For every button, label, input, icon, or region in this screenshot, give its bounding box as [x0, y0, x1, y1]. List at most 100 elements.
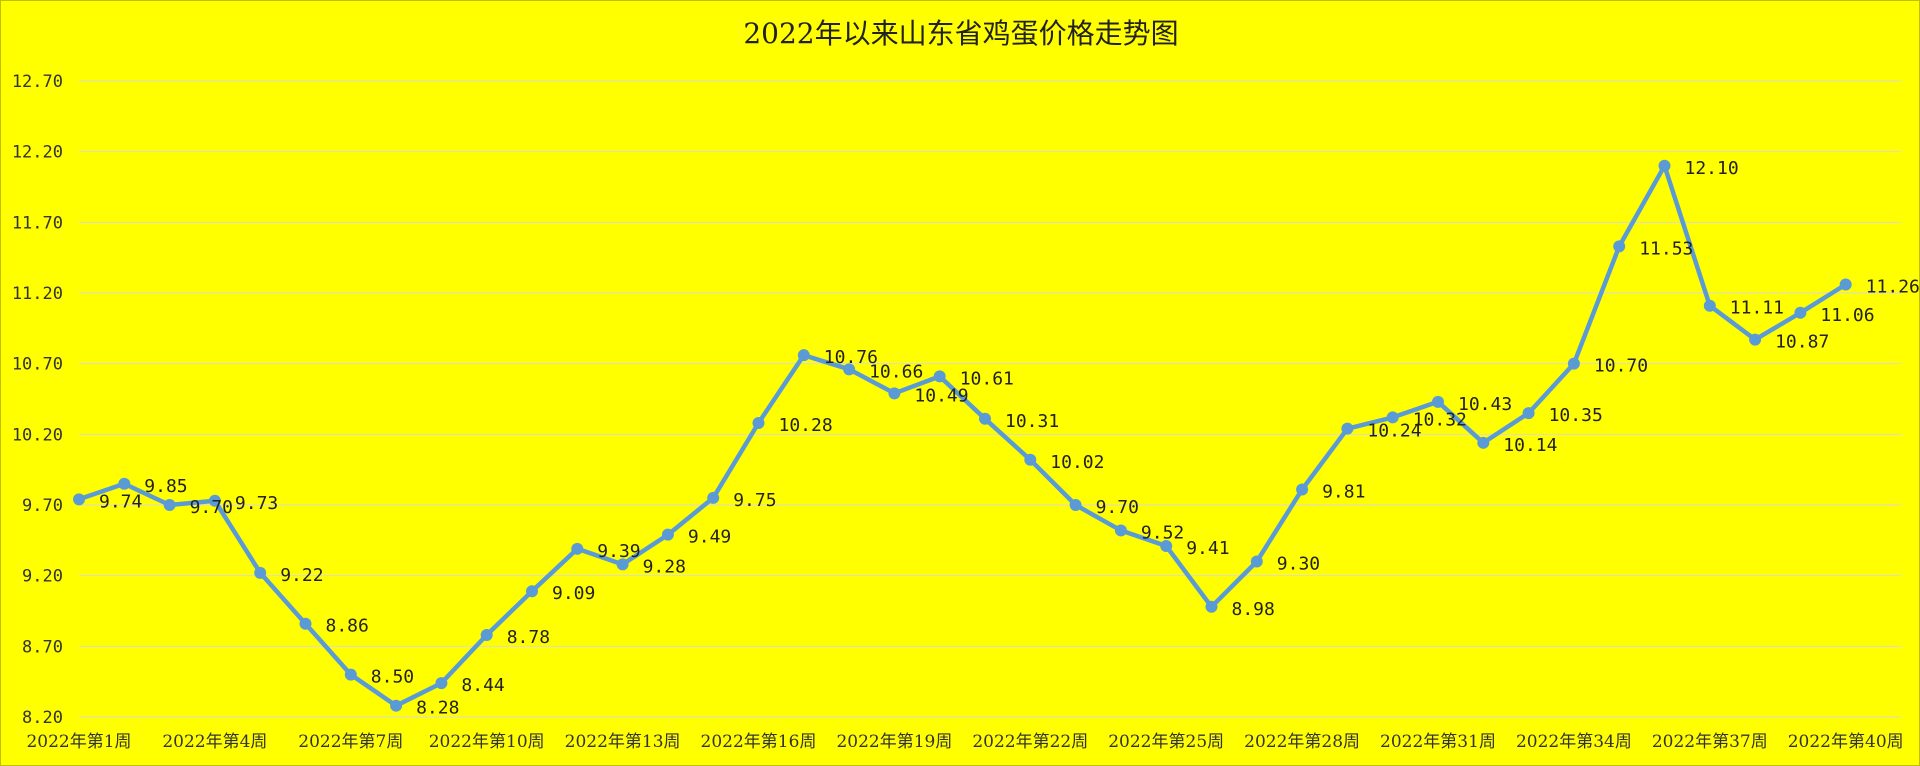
- y-tick-label: 10.70: [12, 355, 63, 375]
- data-label: 9.73: [235, 493, 278, 514]
- y-tick-label: 8.70: [22, 637, 63, 657]
- y-tick-label: 11.70: [12, 213, 63, 233]
- x-tick-label: 2022年第7周: [298, 732, 403, 752]
- data-point: [1658, 159, 1671, 172]
- data-label: 9.41: [1186, 538, 1229, 559]
- x-tick-label: 2022年第1周: [26, 732, 131, 752]
- x-tick-label: 2022年第40周: [1788, 732, 1904, 752]
- data-label: 8.86: [326, 616, 369, 637]
- data-point: [661, 528, 674, 541]
- data-point: [1386, 411, 1399, 424]
- data-point: [390, 699, 403, 712]
- data-point: [752, 417, 765, 430]
- series-line: [76, 163, 1848, 708]
- x-tick-label: 2022年第31周: [1380, 732, 1496, 752]
- x-tick-label: 2022年第28周: [1244, 732, 1360, 752]
- data-label: 9.85: [144, 476, 187, 497]
- data-point: [1250, 555, 1263, 568]
- x-tick-label: 2022年第4周: [162, 732, 267, 752]
- data-point: [1794, 306, 1807, 319]
- data-label: 9.30: [1277, 554, 1320, 575]
- data-point: [933, 370, 946, 383]
- data-point: [888, 387, 901, 400]
- chart-title: 2022年以来山东省鸡蛋价格走势图: [743, 17, 1178, 50]
- data-label: 10.24: [1367, 421, 1421, 442]
- y-tick-label: 8.20: [22, 708, 63, 728]
- data-label: 9.70: [190, 497, 233, 518]
- data-label: 10.32: [1413, 409, 1467, 430]
- y-tick-label: 9.20: [22, 567, 63, 587]
- data-label: 10.61: [960, 368, 1014, 389]
- data-point: [1567, 357, 1580, 370]
- data-label: 10.49: [914, 385, 968, 406]
- data-point: [843, 363, 856, 376]
- x-tick-label: 2022年第19周: [836, 732, 952, 752]
- data-point: [344, 668, 357, 681]
- data-point: [979, 412, 991, 425]
- y-tick-label: 9.70: [22, 496, 63, 516]
- series-layer: [73, 159, 1852, 712]
- x-tick-label: 2022年第13周: [565, 732, 681, 752]
- x-tick-label: 2022年第22周: [972, 732, 1088, 752]
- x-axis: 2022年第1周 2022年第4周 2022年第7周 2022年第10周 2022年第1…: [26, 732, 1903, 752]
- data-point: [254, 566, 267, 579]
- data-label: 10.35: [1549, 405, 1603, 426]
- y-tick-label: 12.20: [12, 143, 63, 163]
- data-point: [1069, 499, 1082, 511]
- data-point: [208, 494, 221, 507]
- data-label: 11.06: [1820, 305, 1874, 326]
- data-label: 8.50: [371, 667, 414, 688]
- data-point: [299, 617, 312, 630]
- data-label: 9.52: [1141, 522, 1184, 543]
- data-label: 11.26: [1866, 277, 1920, 298]
- data-point: [435, 677, 448, 690]
- data-point: [1432, 395, 1444, 408]
- x-tick-label: 2022年第16周: [701, 732, 817, 752]
- data-point: [1703, 299, 1716, 312]
- data-label: 9.39: [597, 541, 640, 562]
- data-label: 9.74: [99, 491, 142, 512]
- data-labels: 9.749.859.70 9.739.228.868.508.288.448.78…: [99, 158, 1920, 719]
- data-label: 9.70: [1096, 497, 1139, 518]
- data-point: [1114, 524, 1127, 537]
- data-point: [1839, 278, 1852, 291]
- y-tick-label: 10.20: [12, 425, 63, 445]
- data-label: 9.22: [280, 565, 323, 586]
- data-label: 9.09: [552, 583, 595, 604]
- data-label: 10.31: [1005, 411, 1059, 432]
- y-tick-label: 12.70: [12, 72, 63, 92]
- data-point: [1749, 333, 1762, 346]
- data-point: [707, 491, 720, 504]
- data-label: 11.11: [1730, 298, 1784, 319]
- data-point: [1024, 453, 1037, 466]
- gridlines: [79, 80, 1901, 718]
- data-point: [526, 585, 538, 598]
- data-point: [1613, 240, 1626, 253]
- data-label: 8.44: [461, 675, 504, 696]
- data-label: 10.70: [1594, 356, 1648, 377]
- data-label: 10.02: [1050, 452, 1104, 473]
- data-point: [1341, 422, 1354, 435]
- y-axis: 8.20 8.70 9.20 9.70 10.20 10.70 11.20 11.70 12.2…: [12, 72, 63, 728]
- data-point: [480, 629, 493, 642]
- x-tick-label: 2022年第37周: [1652, 732, 1768, 752]
- data-label: 9.49: [688, 527, 731, 548]
- data-label: 10.14: [1503, 435, 1557, 456]
- data-label: 8.98: [1232, 599, 1275, 620]
- data-label: 9.28: [643, 556, 686, 577]
- x-tick-label: 2022年第34周: [1516, 732, 1632, 752]
- data-point: [571, 542, 584, 555]
- data-point: [163, 499, 176, 511]
- data-label: 10.76: [824, 347, 878, 368]
- data-label: 10.28: [779, 415, 833, 436]
- data-point: [616, 558, 629, 571]
- data-point: [73, 493, 85, 506]
- data-point: [1205, 600, 1218, 613]
- data-point: [1522, 407, 1535, 420]
- data-label: 10.43: [1458, 394, 1512, 415]
- data-label: 10.87: [1775, 332, 1829, 353]
- data-label: 8.78: [507, 627, 550, 648]
- data-label: 9.81: [1322, 481, 1365, 502]
